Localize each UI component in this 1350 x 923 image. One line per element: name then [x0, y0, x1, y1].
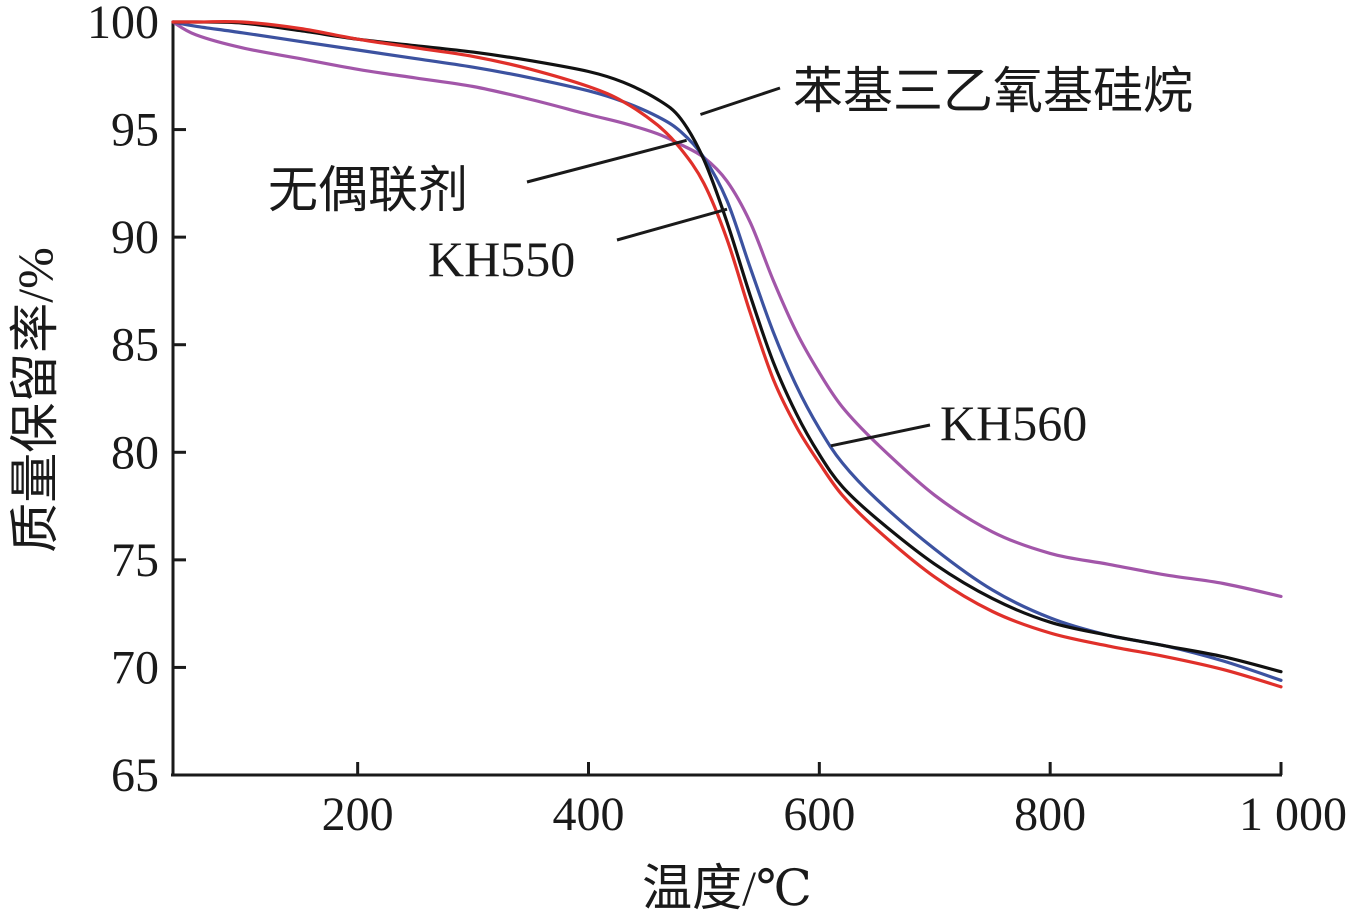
x-tick-label: 600	[783, 788, 855, 841]
annotation-no-coupling: 无偶联剂	[268, 162, 468, 218]
y-ticks: 65 70 75 80 85 90 95 100	[87, 0, 186, 802]
annotation-kh560: KH560	[940, 395, 1087, 451]
annotation-phenyl: 苯基三乙氧基硅烷	[793, 63, 1193, 119]
y-tick-label: 90	[111, 211, 159, 264]
x-axis-title: 温度/℃	[642, 860, 812, 916]
x-tick-label: 1 000	[1239, 788, 1347, 841]
x-tick-label: 400	[553, 788, 625, 841]
y-tick-label: 95	[111, 104, 159, 157]
x-tick-label: 800	[1014, 788, 1086, 841]
series-line-kh550	[171, 19, 1283, 689]
leader-no-coupling	[526, 138, 687, 184]
y-tick-label: 65	[111, 749, 159, 802]
y-tick-label: 80	[111, 426, 159, 479]
series-line-no-coupling	[171, 20, 1283, 682]
y-tick-label: 70	[111, 641, 159, 694]
leader-kh550	[616, 207, 728, 242]
y-tick-label: 85	[111, 319, 159, 372]
y-axis-title: 质量保留率/%	[7, 247, 63, 553]
leader-kh560	[830, 423, 931, 448]
series-line-phenyl	[171, 20, 1283, 674]
leader-phenyl	[699, 86, 781, 116]
annotation-lines	[526, 86, 931, 448]
x-tick-label: 200	[322, 788, 394, 841]
annotation-kh550: KH550	[428, 231, 575, 287]
x-ticks: 200 400 600 800 1 000	[322, 762, 1347, 841]
series-lines	[171, 19, 1283, 689]
y-tick-label: 75	[111, 534, 159, 587]
y-tick-label: 100	[87, 0, 159, 49]
series-line-kh560	[171, 20, 1283, 598]
